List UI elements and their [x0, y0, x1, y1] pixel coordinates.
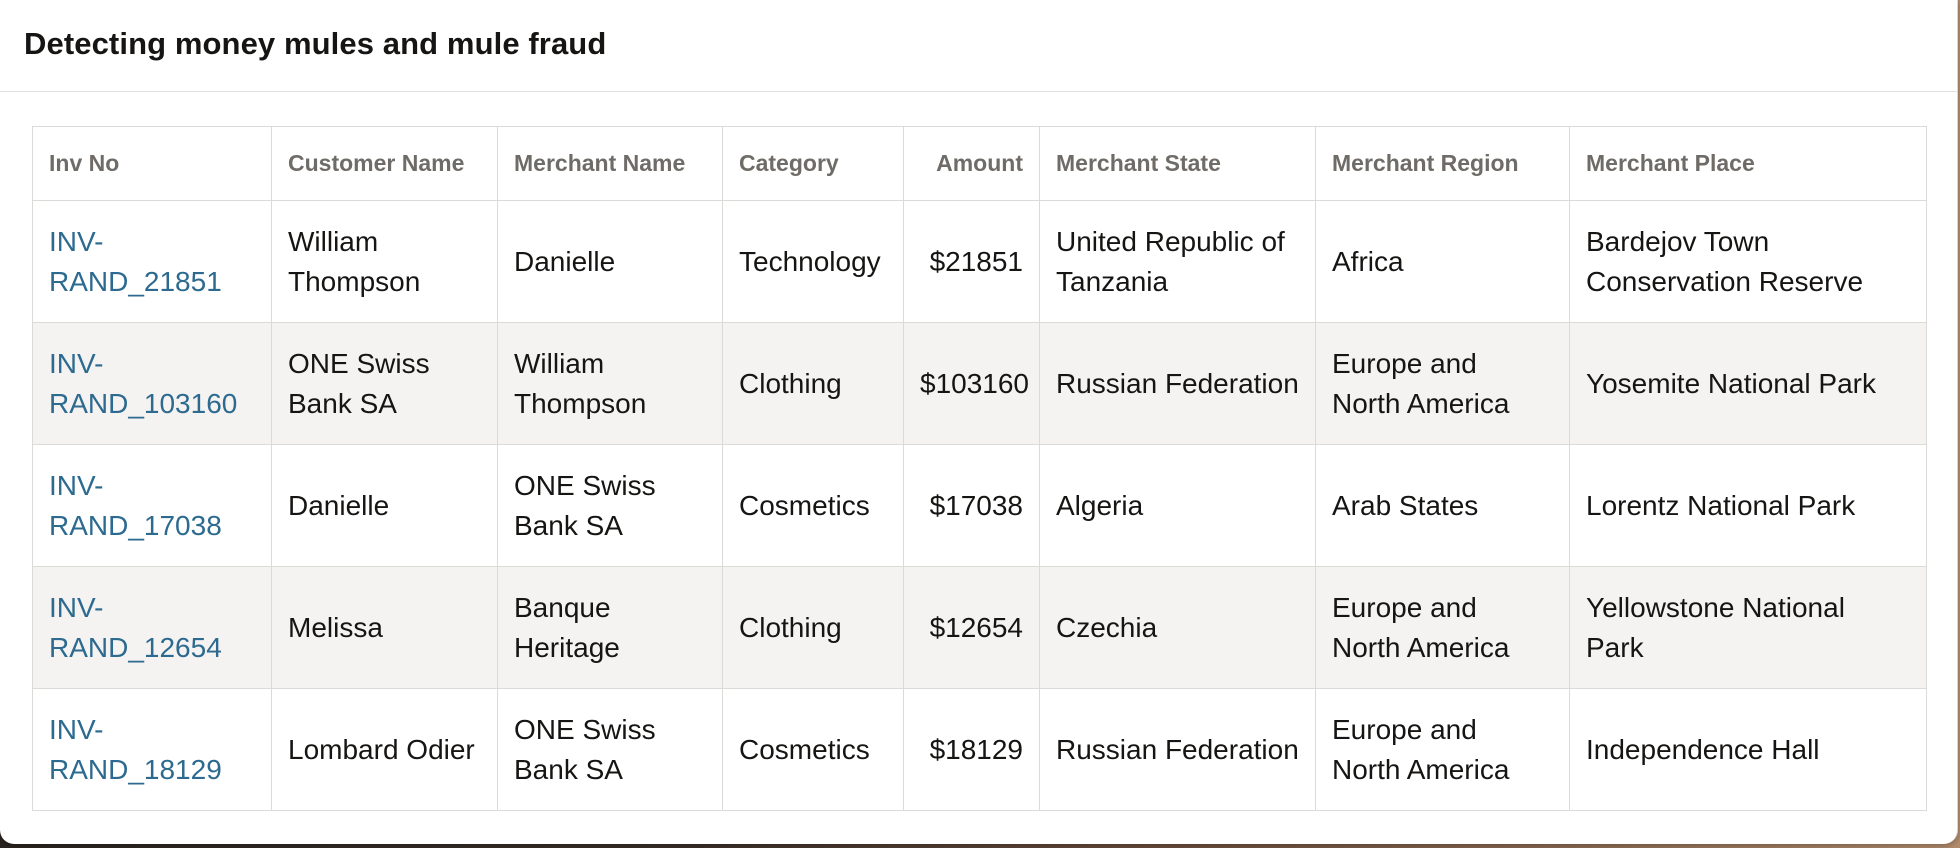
- column-header-customer-name[interactable]: Customer Name: [271, 126, 498, 201]
- table-row: INV-RAND_21851 William Thompson Danielle…: [32, 200, 1927, 323]
- amount-cell: $17038: [903, 444, 1040, 567]
- card-title: Detecting money mules and mule fraud: [24, 25, 607, 61]
- merchant-place-cell: Yellowstone National Park: [1569, 566, 1927, 689]
- amount-cell: $103160: [903, 322, 1040, 445]
- inv-no-cell: INV-RAND_21851: [32, 200, 272, 323]
- column-header-merchant-place[interactable]: Merchant Place: [1569, 126, 1927, 201]
- card-header: Detecting money mules and mule fraud: [0, 0, 1957, 92]
- amount-cell: $18129: [903, 688, 1040, 811]
- inv-no-cell: INV-RAND_17038: [32, 444, 272, 567]
- merchant-place-cell: Lorentz National Park: [1569, 444, 1927, 567]
- merchant-state-cell: Algeria: [1039, 444, 1316, 567]
- customer-name-cell: ONE Swiss Bank SA: [271, 322, 498, 445]
- invoice-link[interactable]: INV-RAND_21851: [49, 225, 222, 297]
- column-header-merchant-region[interactable]: Merchant Region: [1315, 126, 1570, 201]
- amount-cell: $12654: [903, 566, 1040, 689]
- invoice-link[interactable]: INV-RAND_12654: [49, 591, 222, 663]
- merchant-name-cell: Banque Heritage: [497, 566, 723, 689]
- column-header-merchant-name[interactable]: Merchant Name: [497, 126, 723, 201]
- merchant-name-cell: ONE Swiss Bank SA: [497, 688, 723, 811]
- merchant-place-cell: Bardejov Town Conservation Reserve: [1569, 200, 1927, 323]
- inv-no-cell: INV-RAND_103160: [32, 322, 272, 445]
- column-header-inv-no[interactable]: Inv No: [32, 126, 272, 201]
- merchant-state-cell: Czechia: [1039, 566, 1316, 689]
- table-container: Inv No Customer Name Merchant Name Categ…: [32, 126, 1927, 811]
- amount-cell: $21851: [903, 200, 1040, 323]
- table-row: INV-RAND_12654 Melissa Banque Heritage C…: [32, 566, 1927, 689]
- merchant-state-cell: United Republic of Tanzania: [1039, 200, 1316, 323]
- merchant-region-cell: Arab States: [1315, 444, 1570, 567]
- merchant-place-cell: Yosemite National Park: [1569, 322, 1927, 445]
- merchant-region-cell: Africa: [1315, 200, 1570, 323]
- table-row: INV-RAND_17038 Danielle ONE Swiss Bank S…: [32, 444, 1927, 567]
- invoice-link[interactable]: INV-RAND_17038: [49, 469, 222, 541]
- merchant-state-cell: Russian Federation: [1039, 688, 1316, 811]
- merchant-name-cell: Danielle: [497, 200, 723, 323]
- merchant-region-cell: Europe and North America: [1315, 688, 1570, 811]
- column-header-merchant-state[interactable]: Merchant State: [1039, 126, 1316, 201]
- customer-name-cell: Lombard Odier: [271, 688, 498, 811]
- merchant-place-cell: Independence Hall: [1569, 688, 1927, 811]
- merchant-name-cell: William Thompson: [497, 322, 723, 445]
- merchant-name-cell: ONE Swiss Bank SA: [497, 444, 723, 567]
- category-cell: Clothing: [722, 322, 904, 445]
- inv-no-cell: INV-RAND_18129: [32, 688, 272, 811]
- column-header-category[interactable]: Category: [722, 126, 904, 201]
- category-cell: Cosmetics: [722, 444, 904, 567]
- inv-no-cell: INV-RAND_12654: [32, 566, 272, 689]
- column-header-amount[interactable]: Amount: [903, 126, 1040, 201]
- customer-name-cell: Melissa: [271, 566, 498, 689]
- customer-name-cell: William Thompson: [271, 200, 498, 323]
- category-cell: Clothing: [722, 566, 904, 689]
- merchant-region-cell: Europe and North America: [1315, 566, 1570, 689]
- invoice-link[interactable]: INV-RAND_18129: [49, 713, 222, 785]
- table-row: INV-RAND_103160 ONE Swiss Bank SA Willia…: [32, 322, 1927, 445]
- customer-name-cell: Danielle: [271, 444, 498, 567]
- invoice-link[interactable]: INV-RAND_103160: [49, 347, 238, 419]
- table-row: INV-RAND_18129 Lombard Odier ONE Swiss B…: [32, 688, 1927, 811]
- transactions-table: Inv No Customer Name Merchant Name Categ…: [32, 126, 1927, 811]
- category-cell: Technology: [722, 200, 904, 323]
- table-header-row: Inv No Customer Name Merchant Name Categ…: [32, 126, 1927, 201]
- category-cell: Cosmetics: [722, 688, 904, 811]
- merchant-state-cell: Russian Federation: [1039, 322, 1316, 445]
- merchant-region-cell: Europe and North America: [1315, 322, 1570, 445]
